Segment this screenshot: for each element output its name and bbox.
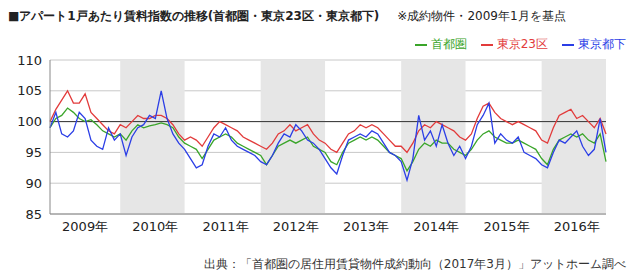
svg-text:2014年: 2014年 — [413, 219, 459, 234]
html-text:※成約物件・2009年1月を基点: ※成約物件・2009年1月を基点 — [397, 9, 566, 23]
svg-text:100: 100 — [17, 114, 42, 129]
html-text:東京都下: 東京都下 — [578, 37, 626, 51]
svg-text:2011年: 2011年 — [203, 219, 249, 234]
svg-text:95: 95 — [25, 145, 42, 160]
svg-text:2009年: 2009年 — [62, 219, 108, 234]
svg-text:2013年: 2013年 — [343, 219, 389, 234]
svg-text:110: 110 — [17, 53, 42, 68]
svg-text:90: 90 — [25, 176, 42, 191]
svg-text:85: 85 — [25, 207, 42, 222]
svg-text:2016年: 2016年 — [554, 219, 600, 234]
html-text:出典：「首都圏の居住用賃貸物件成約動向（2017年3月）」ア: 出典：「首都圏の居住用賃貸物件成約動向（2017年3月）」アットホーム調べ — [203, 257, 626, 271]
html-text:■アパート1戸あたり賃料指数の推移(首都圏・東京23区・東京: ■アパート1戸あたり賃料指数の推移(首都圏・東京23区・東京都下) — [8, 9, 380, 23]
svg-text:105: 105 — [17, 83, 42, 98]
svg-text:2010年: 2010年 — [132, 219, 178, 234]
html-text:東京23区: 東京23区 — [496, 37, 548, 51]
svg-text:2015年: 2015年 — [483, 219, 529, 234]
html-text:首都圏: 首都圏 — [430, 37, 467, 51]
svg-text:2012年: 2012年 — [273, 219, 319, 234]
